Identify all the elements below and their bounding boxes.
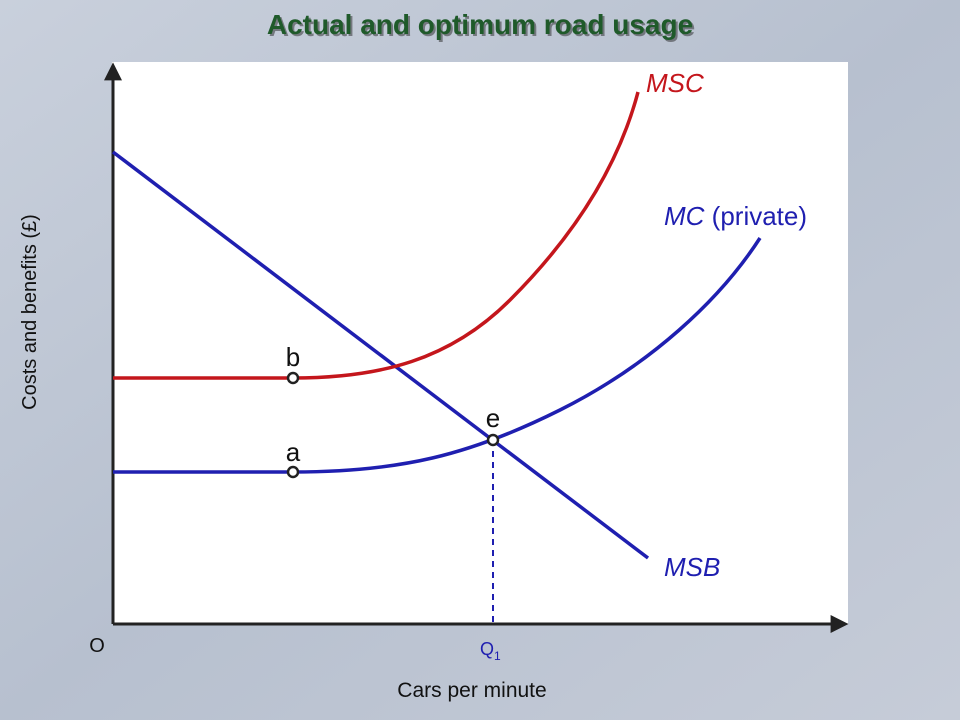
point-label: e: [486, 403, 500, 433]
origin-label: O: [89, 635, 105, 657]
point-b: [286, 371, 300, 385]
msb-label: MSB: [664, 552, 720, 582]
mc-curve: [113, 237, 762, 474]
q1-subscript: 1: [494, 649, 501, 663]
mc-label-note: (private): [712, 201, 807, 231]
msc-curve: [113, 91, 640, 380]
mc-label-name: MC: [664, 201, 705, 231]
msb-curve: [111, 150, 650, 560]
q1-label: Q1: [480, 639, 501, 663]
q1-symbol: Q: [480, 639, 494, 659]
point-label: a: [286, 437, 301, 467]
mc-label: MC (private): [664, 201, 807, 231]
point-e: [486, 433, 500, 447]
x-axis-label: Cars per minute: [397, 679, 546, 702]
point-a: [286, 465, 300, 479]
point-label: b: [286, 342, 300, 372]
title: Actual and optimum road usage: [267, 9, 693, 40]
msc-label: MSC: [646, 68, 704, 98]
y-axis-label: Costs and benefits (£): [19, 214, 41, 410]
title-shadow: Actual and optimum road usage: [269, 11, 695, 42]
plot-area: [112, 62, 848, 624]
